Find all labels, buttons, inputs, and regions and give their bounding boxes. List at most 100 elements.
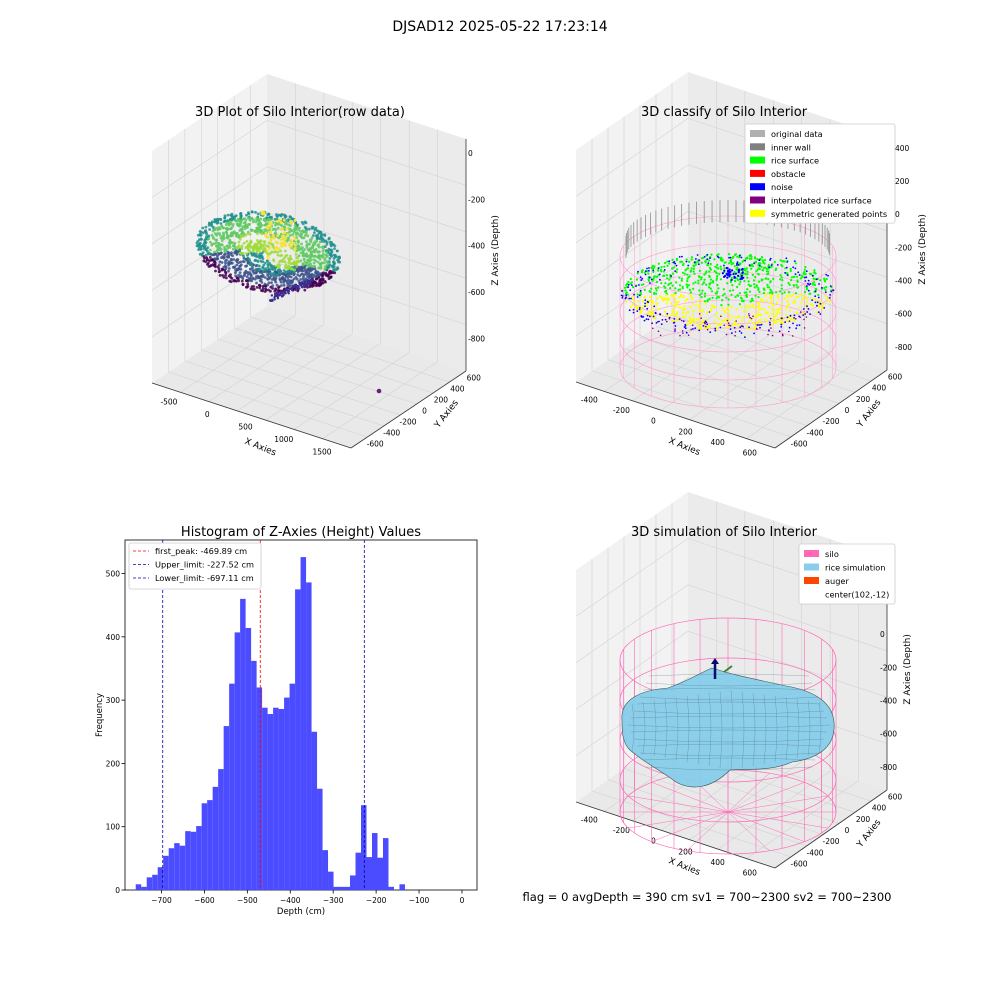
data-point	[270, 281, 273, 284]
y-axis-line	[774, 789, 888, 869]
data-point	[284, 263, 288, 267]
data-point	[251, 210, 254, 214]
rice-surface-point	[789, 318, 793, 321]
data-point	[273, 279, 277, 282]
data-point	[288, 244, 292, 248]
data-point	[322, 252, 325, 256]
raw-data-3d-plot: -5000500100015006004002000-200-400-6000-…	[151, 74, 501, 459]
data-point	[247, 211, 250, 215]
noise-point	[646, 314, 649, 317]
interpolated-point	[791, 335, 794, 337]
noise-point	[644, 270, 647, 272]
data-point	[280, 244, 284, 248]
data-point	[266, 235, 270, 239]
status-line: flag = 0 avgDepth = 390 cm sv1 = 700~230…	[523, 890, 892, 904]
data-point	[268, 224, 272, 228]
data-point	[255, 226, 259, 230]
rice-surface-point	[679, 260, 682, 263]
rice-surface-point	[739, 280, 742, 283]
data-point	[315, 283, 319, 287]
outlier-point	[376, 388, 382, 394]
data-point	[304, 227, 308, 230]
data-point	[268, 268, 272, 271]
data-point	[246, 232, 250, 236]
rice-surface-point	[650, 310, 653, 313]
data-point	[206, 249, 209, 253]
interpolated-point	[681, 330, 684, 332]
rice-surface-point	[673, 303, 676, 306]
data-point	[244, 218, 248, 222]
data-point	[207, 237, 211, 241]
silo-floor-spoke	[686, 811, 729, 851]
data-point	[248, 267, 252, 271]
rice-surface-point	[682, 311, 685, 314]
rice-surface-point	[703, 273, 706, 276]
data-point	[272, 250, 276, 254]
noise-point	[738, 254, 741, 257]
rice-surface-point	[689, 318, 692, 321]
rice-surface-point	[649, 295, 652, 299]
data-point	[214, 269, 217, 273]
data-point	[306, 234, 310, 238]
data-point	[305, 270, 308, 273]
rice-surface-point	[650, 303, 653, 306]
rice-surface-point	[627, 280, 630, 284]
data-point	[209, 240, 212, 244]
rice-surface-point	[767, 305, 771, 309]
noise-point	[789, 314, 792, 317]
rice-surface-point	[735, 323, 738, 326]
noise-point	[638, 284, 640, 286]
legend-box	[744, 123, 896, 224]
data-point	[251, 269, 255, 272]
noise-point	[643, 319, 646, 322]
rice-surface-point	[663, 285, 666, 288]
data-point	[268, 276, 272, 280]
data-point	[246, 260, 250, 264]
data-point	[318, 257, 322, 261]
data-point	[292, 235, 296, 239]
grid-line	[689, 761, 802, 840]
noise-point	[728, 268, 731, 271]
noise-point	[776, 264, 779, 266]
data-point	[255, 286, 259, 289]
rice-surface-point	[672, 295, 675, 298]
rice-surface-point	[715, 292, 718, 295]
rice-surface-point	[631, 303, 634, 306]
legend-label: auger	[825, 576, 849, 586]
data-point	[306, 258, 309, 262]
surface-mesh-line	[642, 701, 646, 755]
rice-surface-point	[650, 266, 653, 269]
data-point	[290, 217, 294, 221]
data-point	[296, 244, 300, 248]
grid-line	[746, 780, 859, 859]
data-point	[258, 271, 262, 274]
data-point	[234, 268, 238, 272]
data-point	[315, 273, 319, 277]
rice-surface-point	[709, 268, 713, 271]
data-point	[306, 254, 309, 258]
noise-point	[647, 318, 650, 321]
data-point	[302, 253, 306, 256]
rice-surface-point	[634, 305, 637, 308]
data-point	[302, 273, 306, 277]
interpolated-point	[691, 324, 694, 327]
rice-surface-point	[692, 309, 696, 313]
data-point	[328, 257, 332, 260]
data-point	[217, 226, 221, 230]
legend-swatch	[750, 183, 765, 191]
data-point	[291, 279, 294, 282]
rice-surface-point	[752, 322, 755, 325]
grid-line	[201, 349, 401, 416]
rice-surface-point	[643, 295, 646, 298]
data-point	[282, 256, 286, 260]
rice-surface-point	[760, 313, 763, 316]
data-point	[324, 253, 328, 257]
rice-surface-point	[813, 269, 816, 272]
noise-point	[621, 290, 623, 292]
rice-surface-point	[792, 318, 795, 321]
rice-surface-point	[785, 319, 788, 322]
interpolated-point	[720, 315, 722, 318]
data-point	[222, 235, 226, 239]
x-tick-label: −500	[237, 896, 258, 905]
rice-surface-point	[697, 327, 700, 330]
